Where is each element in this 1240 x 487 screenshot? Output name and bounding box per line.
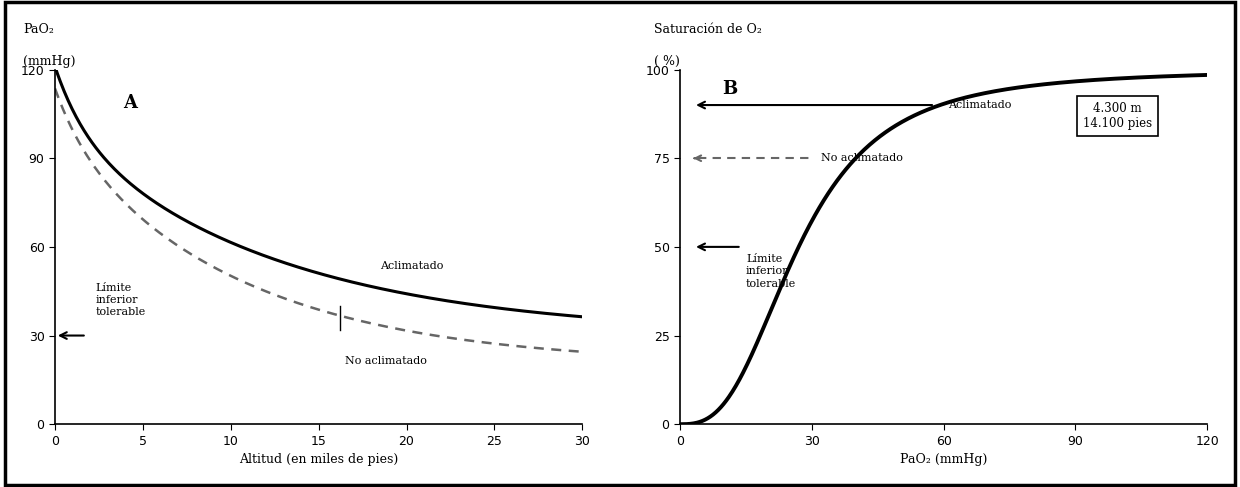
Text: B: B <box>722 80 738 98</box>
Text: Aclimatado: Aclimatado <box>381 261 444 271</box>
Text: No aclimatado: No aclimatado <box>345 356 427 366</box>
Text: PaO₂: PaO₂ <box>24 23 55 37</box>
X-axis label: Altitud (en miles de pies): Altitud (en miles de pies) <box>239 453 398 466</box>
Text: Saturación de O₂: Saturación de O₂ <box>653 23 761 37</box>
Text: Aclimatado: Aclimatado <box>949 100 1012 110</box>
Text: A: A <box>124 94 138 112</box>
Text: Límite
inferior
tolerable: Límite inferior tolerable <box>746 254 796 289</box>
Text: No aclimatado: No aclimatado <box>821 153 903 163</box>
Text: ( %): ( %) <box>653 56 680 68</box>
Text: Límite
inferior
tolerable: Límite inferior tolerable <box>95 282 145 318</box>
Text: 4.300 m
14.100 pies: 4.300 m 14.100 pies <box>1083 102 1152 130</box>
Text: (mmHg): (mmHg) <box>24 56 76 68</box>
X-axis label: PaO₂ (mmHg): PaO₂ (mmHg) <box>900 453 987 466</box>
